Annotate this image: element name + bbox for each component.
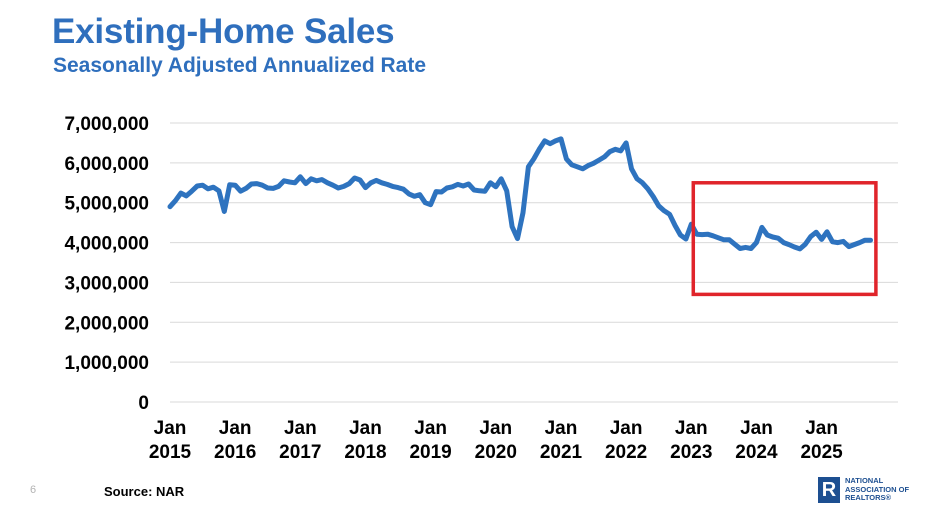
series-line bbox=[167, 136, 873, 252]
y-tick-label: 0 bbox=[138, 393, 149, 414]
x-tick-label: Jan bbox=[349, 418, 382, 439]
x-tick-label: 2020 bbox=[475, 442, 517, 463]
x-tick-label: Jan bbox=[479, 418, 512, 439]
x-tick-label: 2019 bbox=[409, 442, 451, 463]
realtor-r-logo-icon: R bbox=[818, 477, 840, 503]
x-tick-label: Jan bbox=[610, 418, 643, 439]
logo-line: REALTORS® bbox=[845, 493, 892, 503]
x-tick-label: 2024 bbox=[735, 442, 778, 463]
y-tick-label: 6,000,000 bbox=[64, 154, 149, 175]
x-tick-label: 2025 bbox=[800, 442, 843, 463]
x-tick-label: 2022 bbox=[605, 442, 647, 463]
y-tick-label: 1,000,000 bbox=[64, 353, 149, 374]
logo-text: NATIONAL ASSOCIATION OF REALTORS® bbox=[845, 477, 909, 503]
x-tick-label: 2021 bbox=[540, 442, 583, 463]
x-tick-label: Jan bbox=[154, 418, 187, 439]
y-tick-label: 2,000,000 bbox=[64, 313, 149, 334]
y-tick-label: 3,000,000 bbox=[64, 273, 149, 294]
logo-line: ASSOCIATION OF bbox=[845, 484, 910, 494]
nar-logo: R NATIONAL ASSOCIATION OF REALTORS® bbox=[818, 477, 909, 503]
x-tick-label: 2016 bbox=[214, 442, 256, 463]
x-tick-label: Jan bbox=[414, 418, 447, 439]
y-tick-label: 7,000,000 bbox=[64, 114, 149, 135]
source-label: Source: NAR bbox=[104, 484, 185, 499]
logo-line: NATIONAL bbox=[845, 476, 884, 486]
y-tick-label: 5,000,000 bbox=[64, 194, 149, 215]
x-tick-label: 2018 bbox=[344, 442, 386, 463]
x-tick-label: Jan bbox=[545, 418, 578, 439]
x-tick-label: Jan bbox=[675, 418, 708, 439]
chart-subtitle: Seasonally Adjusted Annualized Rate bbox=[53, 54, 427, 77]
x-tick-label: Jan bbox=[219, 418, 252, 439]
x-tick-label: 2017 bbox=[279, 442, 321, 463]
chart-title: Existing-Home Sales bbox=[52, 12, 395, 51]
slide-number: 6 bbox=[30, 484, 37, 496]
x-tick-label: Jan bbox=[805, 418, 838, 439]
x-tick-label: Jan bbox=[740, 418, 773, 439]
x-tick-label: 2015 bbox=[149, 442, 192, 463]
y-tick-label: 4,000,000 bbox=[64, 234, 149, 255]
x-tick-label: Jan bbox=[284, 418, 317, 439]
x-tick-label: 2023 bbox=[670, 442, 712, 463]
highlight-box bbox=[691, 181, 878, 297]
